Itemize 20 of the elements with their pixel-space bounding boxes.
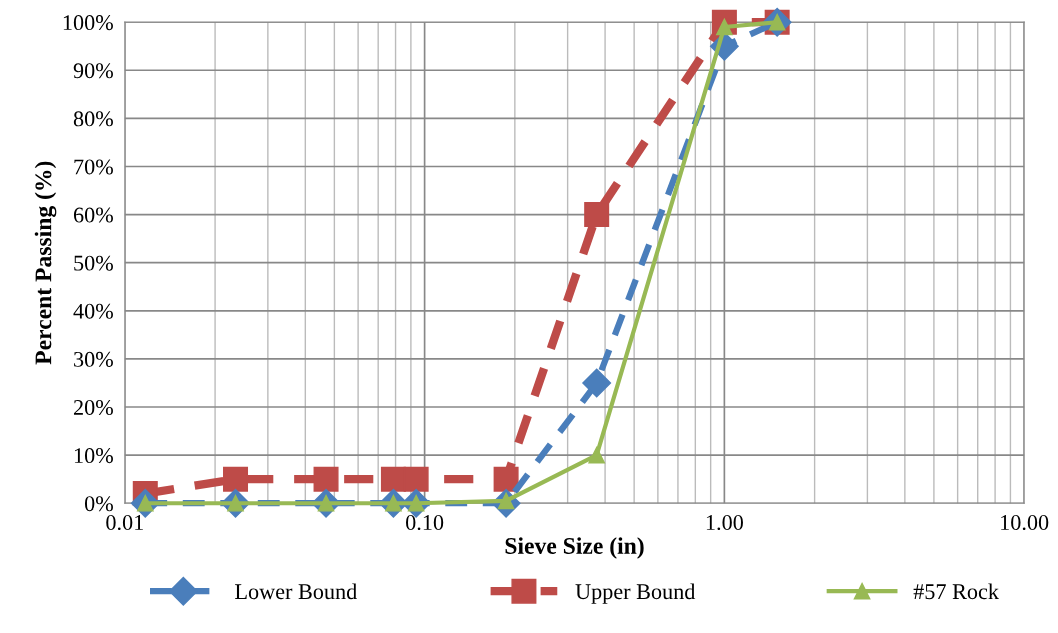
y-axis-title: Percent Passing (%) [34,161,57,365]
y-tick-label: 50% [74,255,113,271]
legend-label: Lower Bound [235,583,357,600]
y-tick-label: 20% [73,399,113,416]
y-tick-label: 0% [84,496,113,512]
y-tick-label: 70% [74,159,113,175]
y-tick-label: 90% [73,63,113,79]
x-tick-label: 10.00 [1001,514,1049,531]
x-axis-title: Sieve Size (in) [505,537,644,559]
y-tick-label: 80% [73,111,113,127]
y-tick-label: 10% [74,448,113,464]
x-tick-label: 0.10 [406,514,444,531]
legend-label: Upper Bound [575,583,696,604]
y-tick-label: 40% [73,303,113,319]
y-tick-label: 100% [63,15,113,31]
y-tick-label: 60% [73,207,113,223]
x-tick-label: 1.00 [706,514,743,531]
y-tick-label: 30% [74,351,113,367]
legend-label: #57 Rock [913,583,999,600]
x-tick-label: 0.01 [106,514,143,531]
